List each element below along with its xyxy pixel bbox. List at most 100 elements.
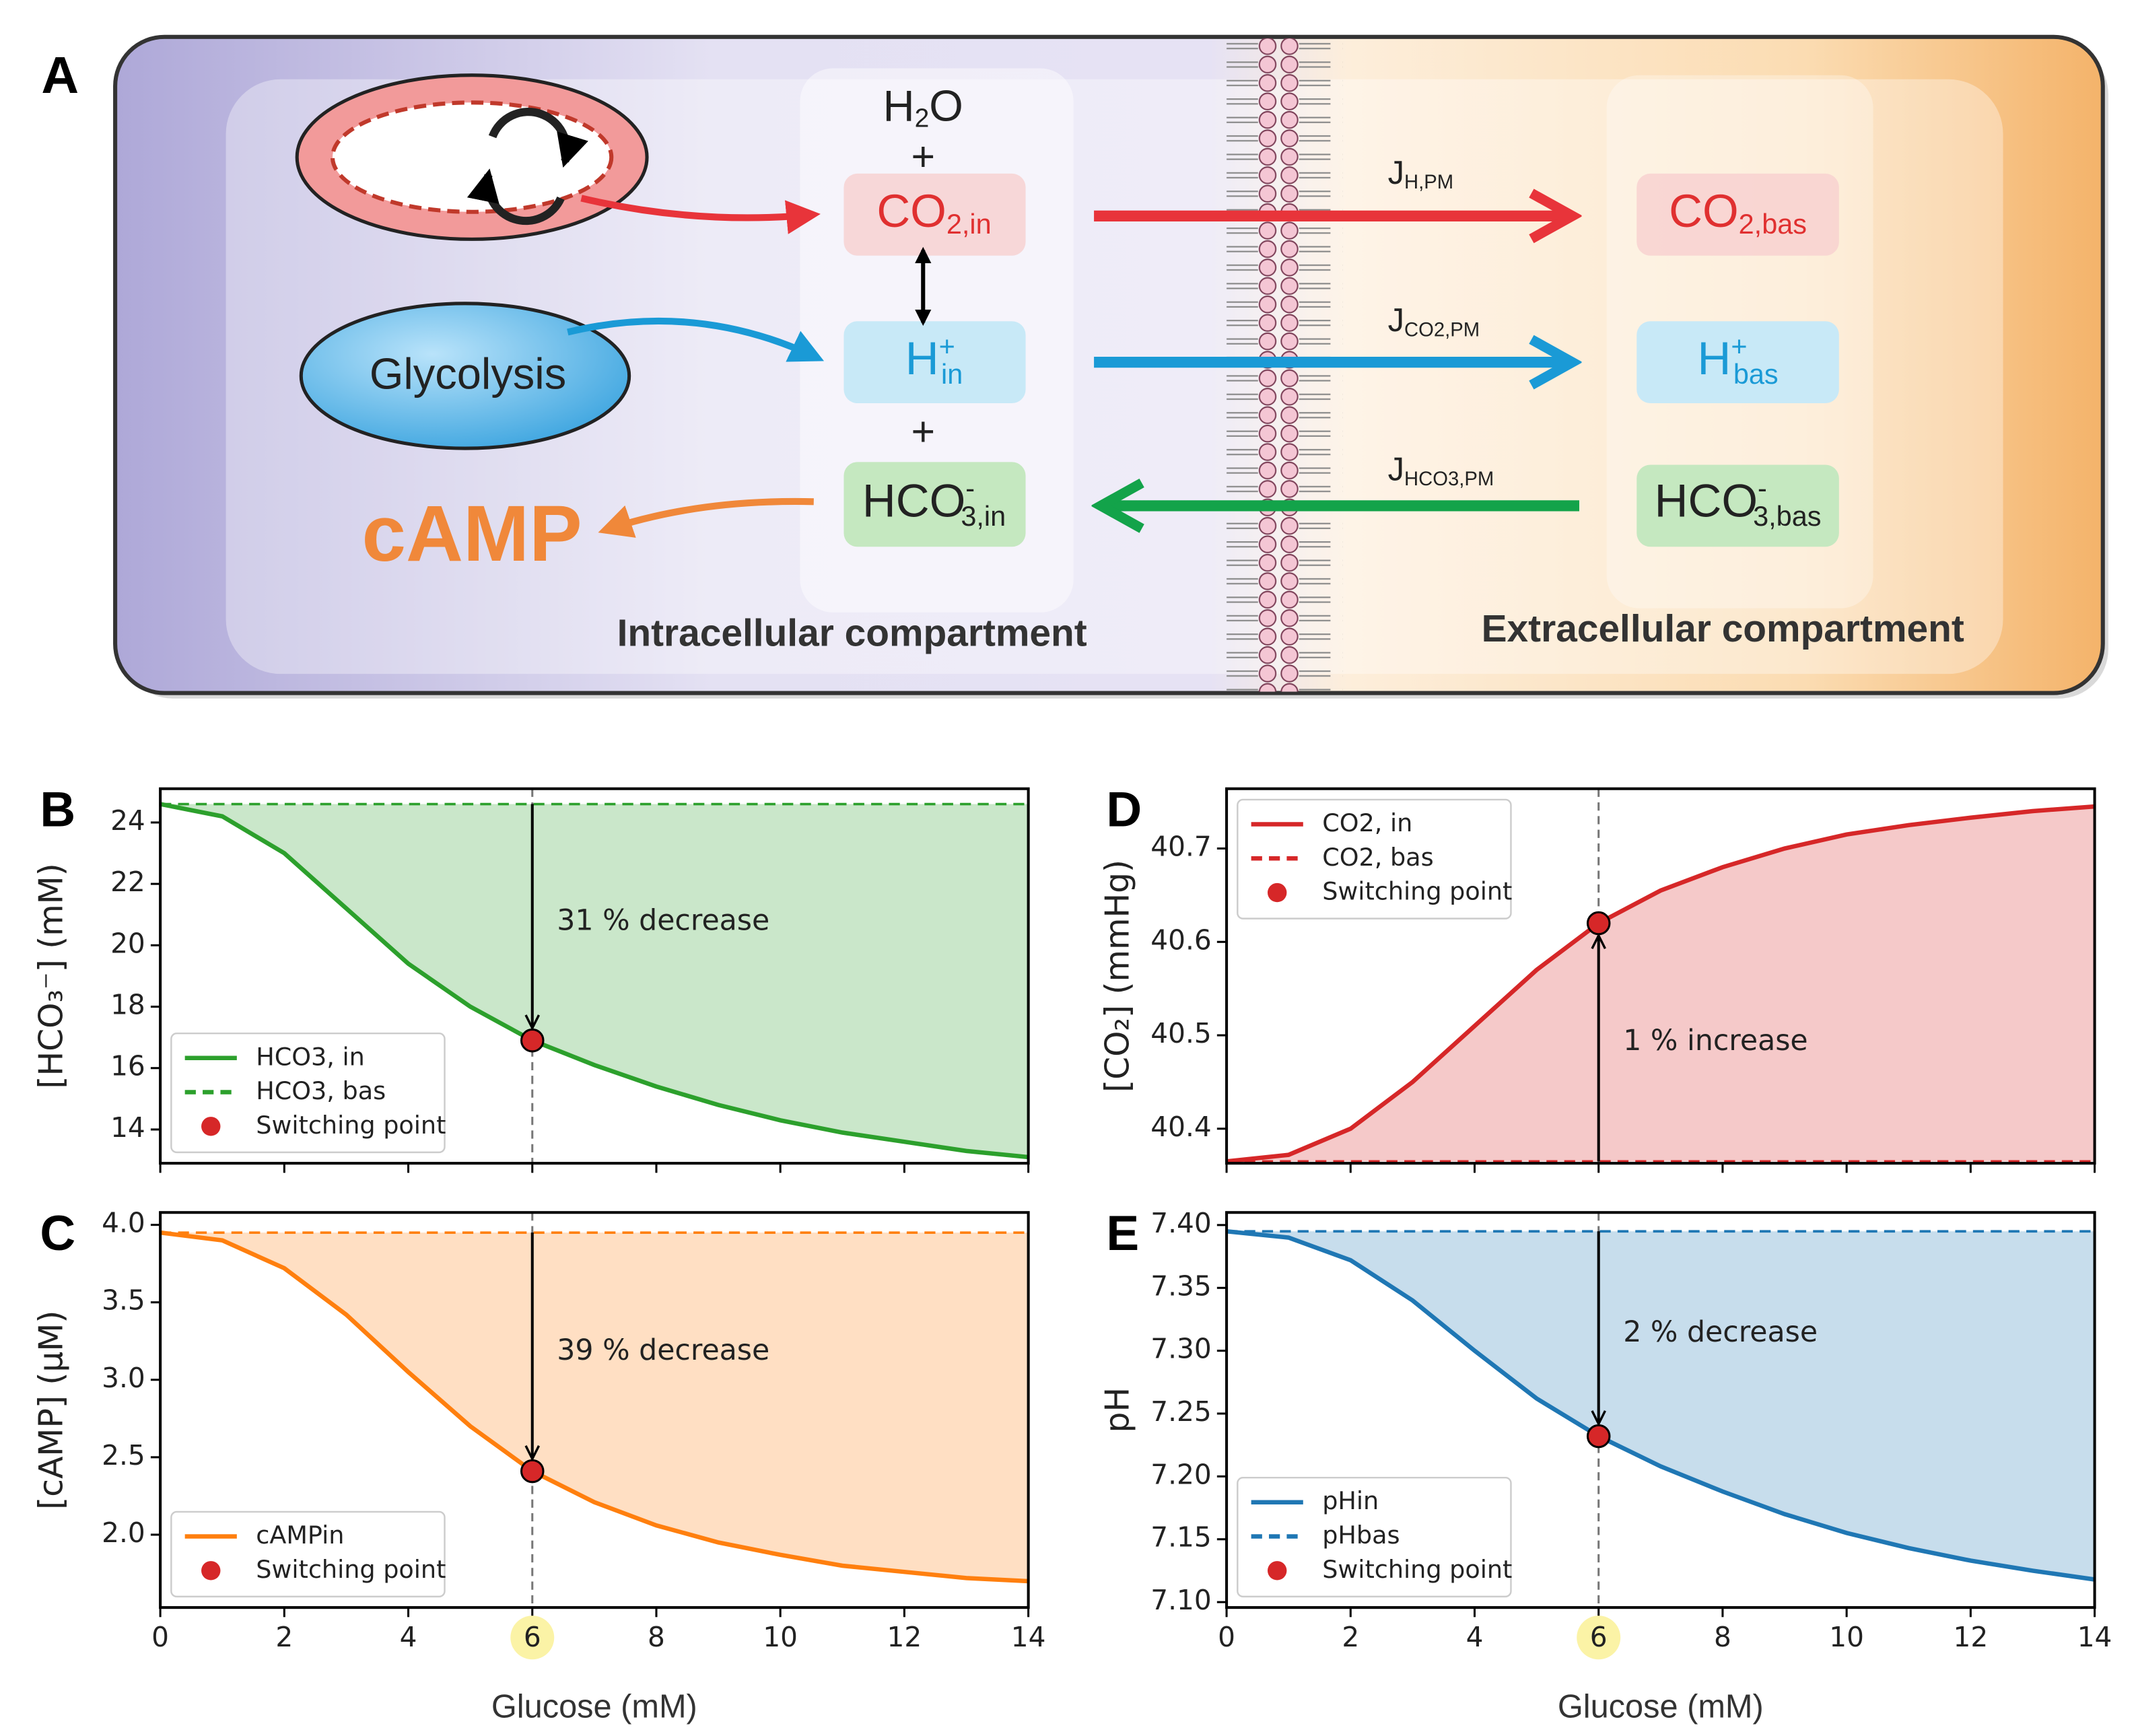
species-label: JHCO3,PM <box>1388 451 1494 489</box>
y-tick-label: 3.0 <box>102 1362 145 1394</box>
sub: 3,in <box>961 501 1006 532</box>
series-line <box>160 802 1029 1160</box>
species-label: CO2,in <box>876 184 991 240</box>
y-tick-label: 7.15 <box>1150 1521 1211 1554</box>
y-tick-label: 2.5 <box>102 1439 145 1471</box>
panel-label: E <box>1106 1206 1139 1261</box>
switching-point <box>520 1459 545 1484</box>
y-tick-label: 4.0 <box>102 1207 145 1239</box>
compartment-label: Intracellular compartment <box>617 612 1087 654</box>
main: HCO <box>862 475 965 527</box>
legend-swatch <box>201 1117 221 1136</box>
species-box <box>1637 464 1839 547</box>
main: H <box>905 332 939 384</box>
main: J <box>1388 302 1404 339</box>
sup: + <box>939 331 955 361</box>
annotation: 31 % decrease <box>557 904 769 938</box>
sub: in <box>941 359 963 390</box>
compartment-label: Extracellular compartment <box>1482 608 1964 650</box>
legend-swatch <box>1267 882 1287 903</box>
x-tick-label: 14 <box>1011 1621 1046 1653</box>
legend-label: Switching point <box>1322 877 1512 906</box>
sub: HCO3,PM <box>1404 468 1494 489</box>
legend-swatch <box>201 1561 221 1581</box>
annotation: 39 % decrease <box>557 1333 769 1367</box>
main: H <box>1697 332 1731 384</box>
species-label: HCO-3,in <box>862 473 1006 532</box>
plus: + <box>911 134 935 180</box>
y-tick-label: 3.5 <box>102 1284 145 1317</box>
y-tick-label: 40.7 <box>1150 831 1211 863</box>
legend-box <box>1237 798 1512 919</box>
y-axis-label: [cAMP] (μM) <box>33 1311 71 1510</box>
y-tick-label: 7.40 <box>1150 1207 1211 1239</box>
legend-label: Switching point <box>256 1111 446 1140</box>
y-tick-label: 14 <box>110 1111 145 1144</box>
legend-label: HCO3, bas <box>256 1076 386 1105</box>
plot-frame <box>1225 787 2096 1165</box>
series-line <box>1226 1229 2096 1582</box>
y-tick-label: 40.5 <box>1150 1017 1211 1049</box>
y-tick-label: 20 <box>110 927 145 959</box>
switching-point <box>520 1028 545 1053</box>
x-tick-label: 8 <box>1714 1621 1731 1653</box>
sub: 2 <box>915 104 930 133</box>
y-tick-label: 18 <box>110 989 145 1021</box>
y-axis-label: [HCO₃⁻] (mM) <box>33 863 71 1088</box>
series-line <box>160 1230 1029 1584</box>
x-tick-label: 6 <box>1590 1621 1608 1653</box>
plot-frame <box>159 1211 1030 1609</box>
y-tick-label: 40.4 <box>1150 1111 1211 1143</box>
legend-label: HCO3, in <box>256 1042 365 1071</box>
fill-area <box>1227 1231 2095 1580</box>
y-tick-label: 24 <box>110 804 145 837</box>
legend-label: pHbas <box>1322 1521 1400 1550</box>
x-tick-label: 14 <box>2077 1621 2112 1653</box>
species-box <box>1637 173 1839 256</box>
legend-label: pHin <box>1322 1486 1379 1515</box>
cycle-arrow <box>467 168 565 225</box>
switching-point <box>1586 911 1611 936</box>
y-tick-label: 22 <box>110 866 145 898</box>
species-label: H+ in <box>905 331 963 389</box>
sub: 3,bas <box>1753 501 1821 532</box>
species-label: H2O <box>883 81 963 133</box>
legend-label: CO2, in <box>1322 808 1412 837</box>
sub: bas <box>1733 359 1779 390</box>
y-axis-label: [CO₂] (mmHg) <box>1099 860 1137 1092</box>
main: CO <box>1669 184 1739 237</box>
tick-highlight <box>510 1616 555 1660</box>
chart: 1 % increase 40.4 40.5 40.6 40.7 [CO₂] (mmHg)… <box>1099 783 2096 1173</box>
species-label: CO2,bas <box>1669 184 1807 240</box>
panel-label: C <box>40 1206 75 1261</box>
main: H <box>883 81 915 131</box>
y-tick-label: 7.25 <box>1150 1395 1211 1428</box>
legend-label: cAMPin <box>256 1521 344 1550</box>
panel-label: A <box>41 46 79 104</box>
y-tick-label: 7.10 <box>1150 1584 1211 1616</box>
sub: 2,bas <box>1739 209 1807 240</box>
x-tick-label: 8 <box>648 1621 665 1653</box>
panel-label: B <box>40 783 75 837</box>
fill-area <box>1227 806 2095 1162</box>
annotation: 2 % decrease <box>1623 1315 1818 1349</box>
x-tick-label: 6 <box>524 1621 541 1653</box>
y-tick-label: 40.6 <box>1150 924 1211 956</box>
x-tick-label: 2 <box>275 1621 293 1653</box>
x-tick-label: 10 <box>1829 1621 1864 1653</box>
arrow <box>580 195 821 234</box>
main: J <box>1388 155 1404 191</box>
tick-highlight <box>1577 1616 1621 1660</box>
species-box <box>843 321 1026 404</box>
legend-label: CO2, bas <box>1322 843 1433 872</box>
y-tick-label: 7.35 <box>1150 1270 1211 1302</box>
species-label: JCO2,PM <box>1388 302 1480 341</box>
legend-label: Switching point <box>1322 1555 1512 1584</box>
x-tick-label: 0 <box>1218 1621 1235 1653</box>
glycolysis-ellipse <box>299 302 631 450</box>
switching-point <box>1586 1424 1611 1449</box>
y-tick-label: 7.20 <box>1150 1458 1211 1490</box>
